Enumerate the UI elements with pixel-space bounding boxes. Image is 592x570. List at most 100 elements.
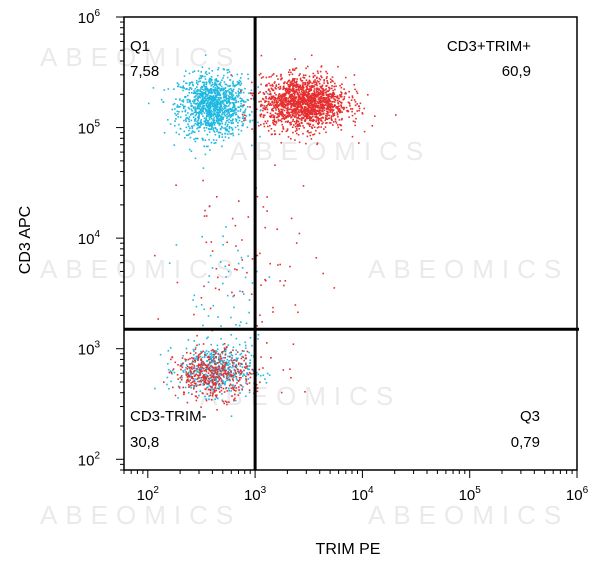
- event-dot: [238, 372, 240, 374]
- event-dot: [293, 78, 295, 81]
- event-dot: [234, 97, 237, 100]
- event-dot: [282, 113, 284, 116]
- event-dot: [204, 364, 207, 366]
- event-dot: [200, 297, 203, 299]
- event-dot: [318, 93, 320, 96]
- event-dot: [269, 102, 272, 105]
- event-dot: [226, 241, 228, 244]
- event-dot: [292, 95, 295, 98]
- event-dot: [234, 108, 237, 110]
- event-dot: [252, 370, 255, 372]
- event-dot: [181, 357, 184, 359]
- event-dot: [238, 324, 241, 327]
- event-dot: [323, 96, 326, 99]
- event-dot: [231, 120, 234, 122]
- event-dot: [176, 110, 179, 113]
- event-dot: [255, 383, 258, 386]
- event-dot: [333, 112, 336, 114]
- event-dot: [235, 353, 237, 356]
- event-dot: [270, 116, 272, 119]
- event-dot: [232, 106, 234, 109]
- event-dot: [228, 108, 231, 111]
- event-dot: [297, 134, 300, 136]
- event-dot: [311, 108, 313, 110]
- event-dot: [296, 117, 298, 119]
- event-dot: [186, 101, 189, 103]
- event-dot: [256, 371, 258, 374]
- event-dot: [277, 118, 280, 121]
- event-dot: [341, 83, 343, 85]
- event-dot: [260, 284, 262, 286]
- event-dot: [224, 128, 227, 131]
- event-dot: [270, 88, 273, 90]
- event-dot: [298, 141, 301, 144]
- event-dot: [221, 364, 224, 367]
- event-dot: [212, 88, 214, 91]
- event-dot: [210, 377, 212, 380]
- event-dot: [200, 90, 202, 93]
- event-dot: [287, 106, 289, 108]
- event-dot: [218, 118, 220, 120]
- event-dot: [290, 97, 292, 100]
- event-dot: [232, 372, 235, 375]
- event-dot: [307, 81, 309, 84]
- event-dot: [326, 107, 329, 109]
- event-dot: [227, 97, 230, 100]
- event-dot: [175, 131, 178, 134]
- event-dot: [160, 98, 163, 101]
- event-dot: [241, 259, 243, 261]
- event-dot: [205, 398, 207, 400]
- event-dot: [207, 145, 209, 148]
- event-dot: [185, 374, 188, 377]
- event-dot: [199, 390, 202, 392]
- event-dot: [239, 392, 241, 394]
- event-dot: [295, 120, 298, 122]
- event-dot: [231, 375, 234, 378]
- event-dot: [218, 136, 221, 138]
- event-dot: [315, 95, 318, 97]
- event-dot: [216, 409, 218, 411]
- event-dot: [220, 109, 222, 111]
- event-dot: [243, 350, 245, 352]
- event-dot: [216, 115, 218, 118]
- event-dot: [207, 368, 209, 370]
- event-dot: [204, 353, 206, 355]
- quadrant-percent: 0,79: [511, 434, 540, 451]
- event-dot: [237, 115, 239, 118]
- event-dot: [268, 82, 270, 85]
- event-dot: [226, 377, 229, 380]
- event-dot: [238, 200, 240, 202]
- event-dot: [238, 377, 241, 379]
- event-dot: [282, 96, 284, 98]
- event-dot: [230, 92, 232, 94]
- event-dot: [281, 77, 283, 79]
- event-dot: [317, 94, 319, 97]
- event-dot: [203, 308, 205, 311]
- event-dot: [203, 120, 205, 123]
- event-dot: [196, 120, 198, 123]
- event-dot: [196, 112, 198, 114]
- event-dot: [230, 351, 232, 354]
- event-dot: [235, 111, 237, 114]
- event-dot: [230, 127, 233, 129]
- event-dot: [320, 117, 323, 119]
- event-dot: [327, 99, 330, 101]
- event-dot: [266, 342, 268, 344]
- event-dot: [197, 371, 200, 373]
- event-dot: [328, 103, 331, 105]
- event-dot: [207, 380, 209, 382]
- event-dot: [159, 353, 162, 356]
- event-dot: [213, 107, 216, 109]
- event-dot: [230, 370, 232, 372]
- event-dot: [325, 91, 328, 93]
- event-dot: [216, 112, 219, 114]
- event-dot: [303, 106, 306, 108]
- event-dot: [317, 110, 319, 113]
- event-dot: [239, 97, 241, 99]
- event-dot: [202, 343, 205, 345]
- event-dot: [313, 119, 316, 122]
- event-dot: [220, 325, 222, 327]
- event-dot: [240, 91, 242, 94]
- event-dot: [220, 363, 222, 365]
- event-dot: [242, 373, 245, 375]
